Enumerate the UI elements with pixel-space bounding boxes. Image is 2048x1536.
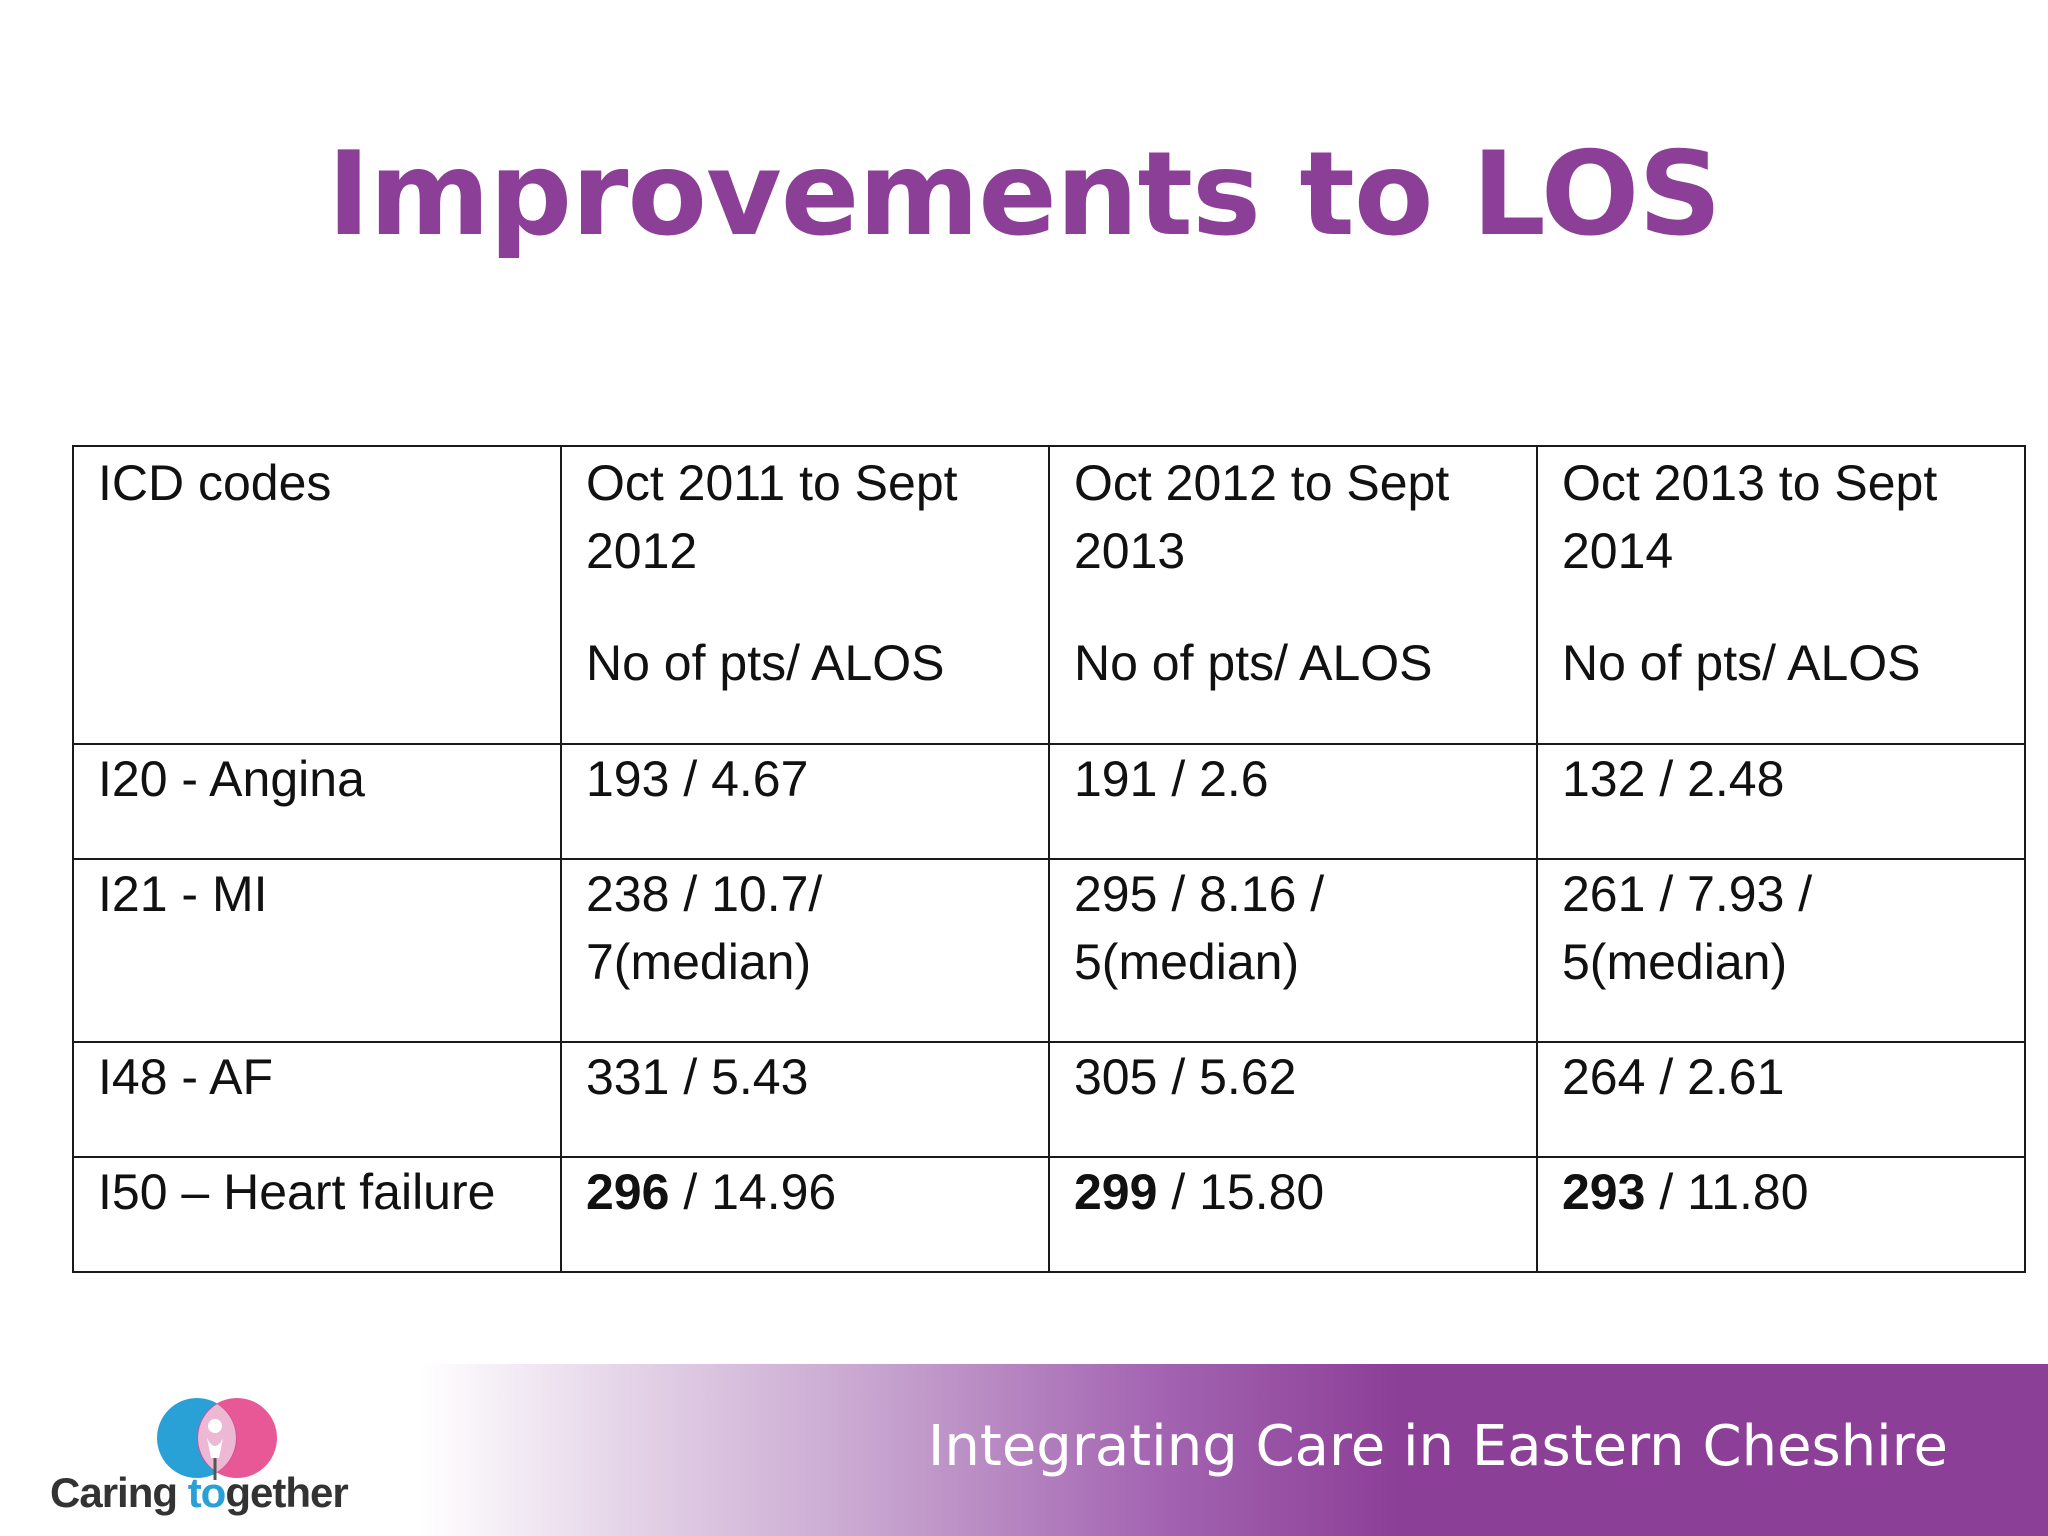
table-row-heart-failure: I50 – Heart failure 296 / 14.96 299 / 15… xyxy=(72,1156,2026,1273)
value-cell: 132 / 2.48 xyxy=(1536,743,2026,860)
value-cell: 193 / 4.67 xyxy=(560,743,1050,860)
period-label: Oct 2012 to Sept 2013 xyxy=(1074,455,1450,579)
period-label: Oct 2011 to Sept 2012 xyxy=(586,455,958,579)
value-cell: 238 / 10.7/ 7(median) xyxy=(560,858,1050,1043)
alos-value: / 11.80 xyxy=(1645,1164,1809,1220)
table-row-af: I48 - AF 331 / 5.43 305 / 5.62 264 / 2.6… xyxy=(72,1041,2026,1158)
row-code-cell: I50 – Heart failure xyxy=(72,1156,562,1273)
patient-count: 296 xyxy=(586,1164,670,1220)
value-cell: 295 / 8.16 / 5(median) xyxy=(1048,858,1538,1043)
value-cell: 296 / 14.96 xyxy=(560,1156,1050,1273)
los-table: ICD codes Oct 2011 to Sept 2012 No of pt… xyxy=(72,445,2026,1273)
value-cell: 299 / 15.80 xyxy=(1048,1156,1538,1273)
header-cell-icd-codes: ICD codes xyxy=(72,445,562,745)
slide-title: Improvements to LOS xyxy=(327,127,1722,262)
period-sublabel: No of pts/ ALOS xyxy=(1074,635,1433,691)
patient-count: 293 xyxy=(1562,1164,1646,1220)
value-cell: 191 / 2.6 xyxy=(1048,743,1538,860)
header-cell-period-3: Oct 2013 to Sept 2014 No of pts/ ALOS xyxy=(1536,445,2026,745)
table-header-row: ICD codes Oct 2011 to Sept 2012 No of pt… xyxy=(72,445,2026,745)
footer-tagline: Integrating Care in Eastern Cheshire xyxy=(927,1414,1948,1479)
row-code-cell: I48 - AF xyxy=(72,1041,562,1158)
table-row-mi: I21 - MI 238 / 10.7/ 7(median) 295 / 8.1… xyxy=(72,858,2026,1043)
period-sublabel: No of pts/ ALOS xyxy=(1562,635,1921,691)
footer-band xyxy=(420,1364,2048,1536)
caring-together-logo: Caring together xyxy=(50,1392,380,1532)
logo-circles-icon xyxy=(157,1398,277,1480)
period-label: Oct 2013 to Sept 2014 xyxy=(1562,455,1938,579)
alos-value: / 14.96 xyxy=(669,1164,837,1220)
value-cell: 331 / 5.43 xyxy=(560,1041,1050,1158)
value-cell: 293 / 11.80 xyxy=(1536,1156,2026,1273)
table-row-angina: I20 - Angina 193 / 4.67 191 / 2.6 132 / … xyxy=(72,743,2026,860)
logo-wordmark: Caring together xyxy=(50,1469,349,1516)
period-sublabel: No of pts/ ALOS xyxy=(586,635,945,691)
row-code-cell: I20 - Angina xyxy=(72,743,562,860)
value-cell: 261 / 7.93 / 5(median) xyxy=(1536,858,2026,1043)
header-cell-period-2: Oct 2012 to Sept 2013 No of pts/ ALOS xyxy=(1048,445,1538,745)
alos-value: / 15.80 xyxy=(1157,1164,1325,1220)
value-cell: 264 / 2.61 xyxy=(1536,1041,2026,1158)
header-cell-period-1: Oct 2011 to Sept 2012 No of pts/ ALOS xyxy=(560,445,1050,745)
footer: Integrating Care in Eastern Cheshire Car… xyxy=(0,1364,2048,1536)
patient-count: 299 xyxy=(1074,1164,1158,1220)
value-cell: 305 / 5.62 xyxy=(1048,1041,1538,1158)
row-code-cell: I21 - MI xyxy=(72,858,562,1043)
